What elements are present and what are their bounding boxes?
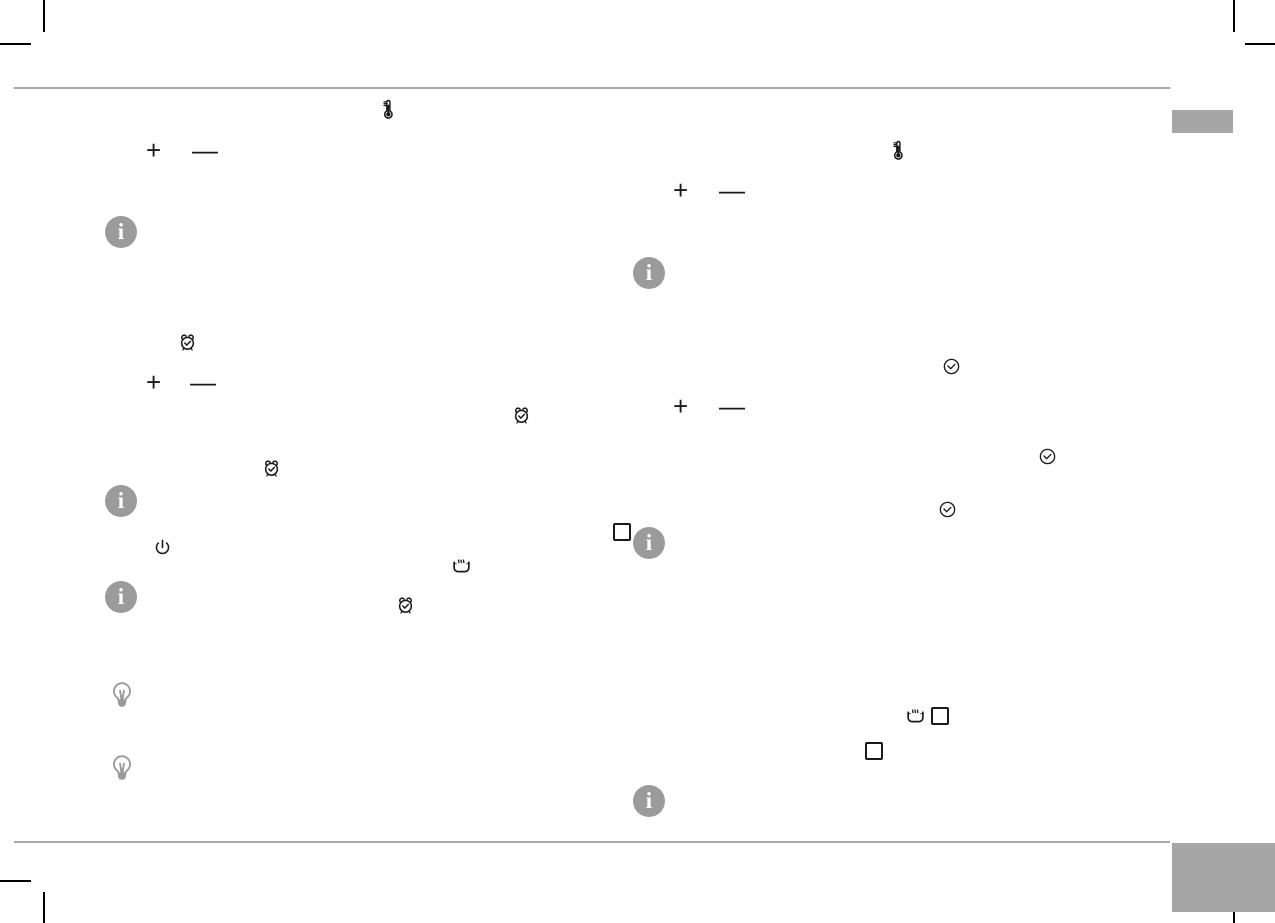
info-glyph: i (117, 218, 125, 244)
keep-warm-icon-2 (905, 705, 926, 726)
thermometer-icon-1 (378, 98, 400, 120)
info-glyph: i (117, 583, 125, 609)
power-icon-1 (153, 538, 172, 557)
minus-sign-2: — (719, 175, 745, 205)
plus-sign-2: + (673, 175, 689, 205)
plus-sign-3: + (146, 367, 162, 397)
footer-rule (14, 841, 1170, 843)
alarm-clock-icon-1 (178, 333, 197, 352)
minus-sign-4: — (719, 391, 745, 421)
note-marker-5: i (105, 581, 137, 613)
thermometer-icon-2 (888, 139, 910, 161)
lightbulb-icon (107, 680, 137, 710)
header-rule (14, 87, 1170, 89)
info-glyph: i (645, 787, 653, 813)
chapter-tab-bottom (1172, 843, 1275, 912)
info-glyph: i (645, 529, 653, 555)
keep-warm-icon-1 (451, 555, 472, 576)
note-marker-2: i (633, 257, 665, 289)
alarm-clock-icon-2 (512, 406, 531, 425)
crop-mark-top-right-vertical (1233, 0, 1235, 32)
note-marker-1: i (105, 216, 137, 248)
note-marker-3: i (105, 485, 137, 517)
crop-mark-bottom-left-vertical (43, 892, 45, 923)
crop-mark-bottom-left-horizontal (0, 880, 31, 882)
note-marker-6: i (633, 785, 665, 817)
plus-sign-1: + (146, 135, 162, 165)
info-glyph: i (645, 259, 653, 285)
stop-square-icon-3 (865, 742, 883, 760)
info-glyph: i (117, 487, 125, 513)
stop-square-icon-1 (613, 523, 631, 541)
crop-mark-top-left-horizontal (0, 43, 31, 45)
note-marker-4: i (633, 527, 665, 559)
tip-marker-2 (105, 751, 139, 785)
stop-square-icon-2 (931, 707, 949, 725)
lightbulb-icon (107, 753, 137, 783)
alarm-clock-icon-3 (262, 459, 281, 478)
crop-mark-top-left-vertical (43, 0, 45, 32)
clock-check-icon-2 (1038, 447, 1057, 466)
chapter-tab-top (1172, 110, 1233, 133)
clock-check-icon-1 (942, 357, 961, 376)
alarm-clock-icon-4 (396, 596, 415, 615)
tip-marker-1 (105, 678, 139, 712)
minus-sign-1: — (192, 135, 218, 165)
crop-mark-top-right-horizontal (1245, 43, 1275, 45)
clock-check-icon-3 (938, 500, 957, 519)
minus-sign-3: — (190, 367, 216, 397)
plus-sign-4: + (673, 391, 689, 421)
